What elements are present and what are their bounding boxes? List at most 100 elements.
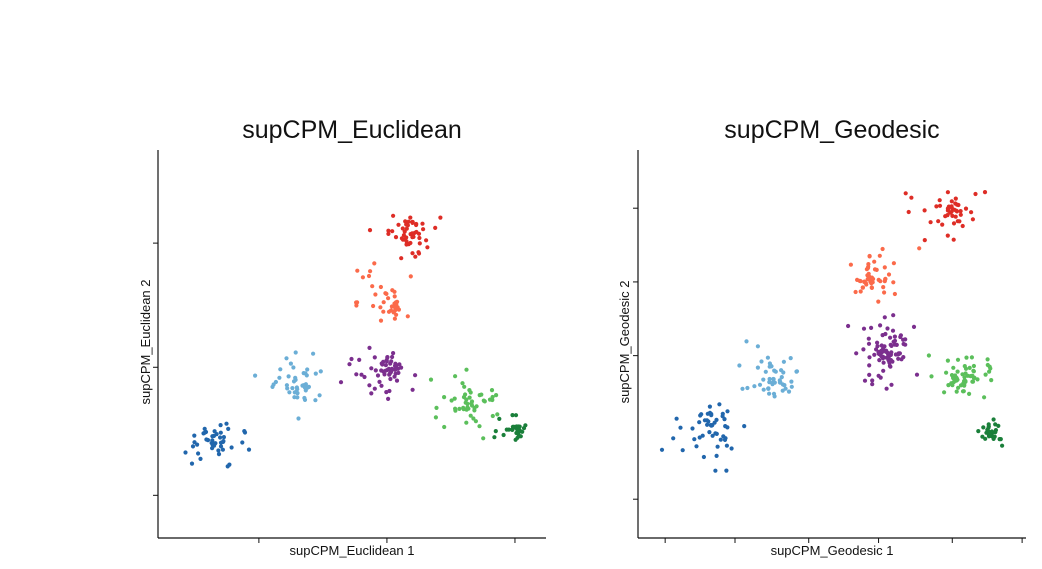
- scatter-point: [720, 411, 725, 416]
- scatter-point: [942, 390, 947, 395]
- scatter-point: [988, 433, 993, 438]
- scatter-point: [879, 343, 884, 348]
- scatter-point: [870, 378, 875, 383]
- scatter-point: [433, 225, 438, 230]
- scatter-point: [960, 223, 965, 229]
- scatter-point: [516, 427, 522, 432]
- scatter-point: [468, 413, 473, 418]
- scatter-point: [901, 341, 906, 347]
- scatter-point: [305, 367, 310, 372]
- scatter-point: [477, 424, 482, 429]
- scatter-point: [980, 434, 985, 439]
- scatter-point: [293, 350, 298, 355]
- scatter-point: [379, 383, 384, 388]
- scatter-point: [889, 382, 894, 387]
- scatter-point: [410, 387, 415, 392]
- scatter-point: [402, 229, 407, 234]
- scatter-point: [453, 406, 458, 411]
- scatter-point: [366, 273, 372, 279]
- scatter-point: [869, 275, 875, 280]
- scatter-point: [372, 261, 377, 266]
- scatter-point: [381, 300, 386, 305]
- scatter-point: [390, 367, 395, 372]
- scatter-point: [404, 226, 409, 231]
- scatter-point: [909, 195, 914, 200]
- scatter-points: [183, 213, 528, 469]
- scatter-point: [714, 417, 719, 422]
- scatter-point: [391, 351, 396, 356]
- scatter-point: [291, 365, 296, 370]
- scatter-point: [710, 423, 715, 428]
- scatter-point: [887, 363, 893, 368]
- scatter-point: [722, 417, 727, 422]
- scatter-point: [983, 372, 988, 377]
- scatter-point: [877, 358, 882, 363]
- scatter-point: [951, 221, 957, 226]
- scatter-point: [492, 435, 497, 440]
- scatter-point: [477, 393, 482, 398]
- scatter-point: [985, 357, 990, 362]
- scatter-point: [877, 253, 882, 258]
- scatter-point: [861, 347, 866, 352]
- scatter-point: [393, 361, 398, 366]
- scatter-point: [362, 374, 367, 380]
- scatter-point: [442, 424, 447, 430]
- scatter-point: [867, 355, 872, 360]
- scatter-point: [313, 371, 318, 376]
- scatter-point: [862, 279, 867, 284]
- scatter-point: [744, 339, 749, 344]
- scatter-point: [510, 413, 515, 418]
- scatter-point: [971, 363, 977, 369]
- scatter-point: [317, 393, 322, 398]
- scatter-point: [417, 241, 422, 246]
- scatter-point: [680, 448, 685, 453]
- scatter-point: [220, 447, 225, 452]
- scatter-point: [659, 447, 665, 452]
- scatter-point: [394, 364, 399, 370]
- scatter-point: [866, 275, 871, 280]
- scatter-point: [892, 342, 898, 347]
- scatter-point: [408, 215, 413, 220]
- scatter-point: [953, 196, 958, 201]
- scatter-point: [294, 385, 299, 390]
- scatter-point: [469, 401, 474, 406]
- scatter-point: [789, 384, 794, 389]
- scatter-point: [313, 398, 318, 403]
- scatter-point: [392, 294, 397, 299]
- scatter-point: [490, 413, 495, 419]
- scatter-point: [755, 344, 761, 349]
- scatter-point: [690, 426, 695, 431]
- scatter-point: [917, 246, 922, 251]
- scatter-point: [893, 352, 899, 357]
- scatter-point: [794, 369, 800, 374]
- scatter-point: [388, 361, 393, 366]
- scatter-point: [976, 429, 981, 434]
- scatter-point: [253, 373, 258, 378]
- scatter-point: [373, 292, 378, 297]
- scatter-point: [511, 424, 517, 429]
- scatter-point: [701, 454, 707, 460]
- scatter-point: [386, 366, 391, 371]
- scatter-point: [410, 235, 415, 240]
- scatter-point: [304, 385, 309, 390]
- scatter-point: [1000, 443, 1005, 448]
- scatter-point: [381, 359, 386, 364]
- scatter-point: [501, 432, 506, 438]
- x-axis-label: supCPM_Euclidean 1: [289, 543, 414, 558]
- scatter-point: [937, 198, 942, 203]
- scatter-point: [914, 372, 920, 377]
- scatter-point: [414, 222, 419, 228]
- scatter-point: [709, 413, 714, 418]
- scatter-point: [399, 236, 404, 241]
- scatter-point: [869, 325, 874, 330]
- scatter-point: [982, 395, 987, 400]
- scatter-point: [866, 341, 872, 346]
- scatter-point: [949, 204, 954, 209]
- scatter-point: [869, 285, 874, 290]
- scatter-point: [369, 366, 374, 371]
- scatter-point: [408, 274, 413, 279]
- y-axis-label: supCPM_Geodesic 2: [617, 281, 632, 404]
- scatter-point: [883, 276, 888, 281]
- scatter-point: [876, 299, 881, 304]
- scatter-point: [883, 349, 889, 354]
